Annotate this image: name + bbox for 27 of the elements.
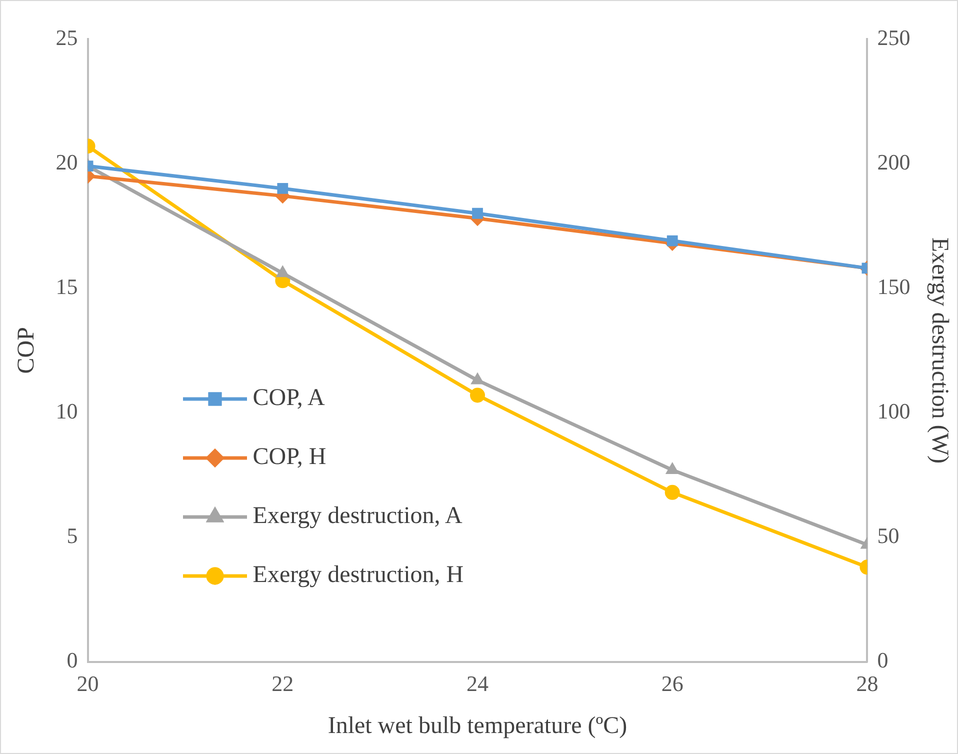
y2-axis-title: Exergy destruction (W) <box>926 237 952 464</box>
point <box>277 183 288 194</box>
y2-tick-label: 50 <box>877 523 900 548</box>
legend-label: COP, A <box>252 385 325 412</box>
x-tick-label: 26 <box>661 670 684 696</box>
y2-tick-label: 200 <box>877 149 910 174</box>
x-tick-label: 28 <box>856 670 878 696</box>
point <box>666 235 678 246</box>
y2-tick-label: 0 <box>877 648 888 673</box>
y2-tick-label: 100 <box>877 398 910 424</box>
y-tick-label: 0 <box>66 648 78 673</box>
point <box>470 388 485 403</box>
y-tick-label: 15 <box>56 274 78 299</box>
legend-label: COP, H <box>252 444 326 471</box>
y-tick-label: 5 <box>66 523 78 548</box>
x-tick-label: 24 <box>466 670 488 696</box>
y2-tick-label: 250 <box>877 24 910 50</box>
legend-label: Exergy destruction, A <box>252 503 462 530</box>
x-axis-title: Inlet wet bulb temperature (ºC) <box>328 712 628 739</box>
y-tick-label: 10 <box>56 398 78 424</box>
y-tick-label: 20 <box>56 149 78 174</box>
y2-tick-label: 150 <box>877 274 910 299</box>
point <box>472 208 483 219</box>
x-tick-label: 22 <box>272 670 294 696</box>
y-axis-title: COP <box>14 327 40 374</box>
y-tick-label: 25 <box>56 24 78 50</box>
legend-label: Exergy destruction, H <box>252 562 464 589</box>
